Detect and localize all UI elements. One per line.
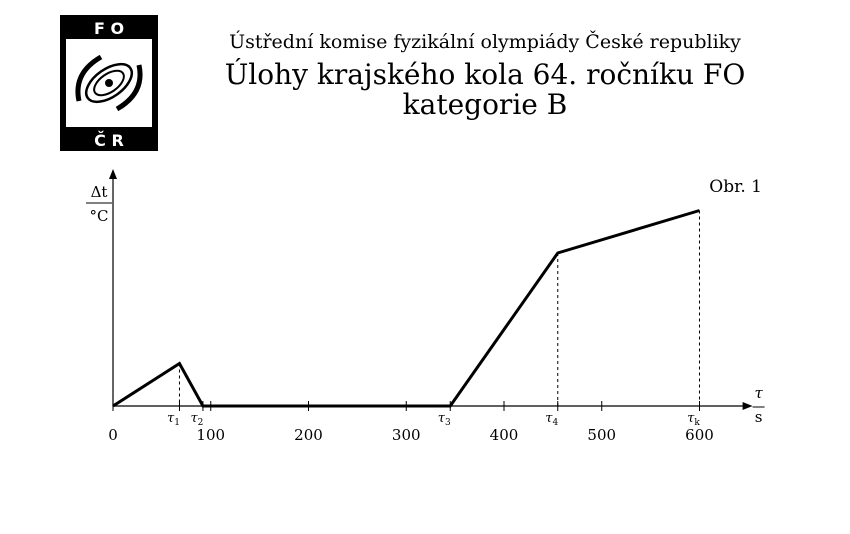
x-axis-label-denominator: s <box>755 408 763 426</box>
page-title: Úlohy krajského kola 64. ročníku FO <box>224 58 746 91</box>
x-marker-label: τ3 <box>438 411 451 428</box>
x-tick-label: 100 <box>196 426 225 444</box>
temperature-time-chart: 0 100 200 300 400 500 600 τ1 τ2 τ3 τ4 τk Δt °C τs Obr. … <box>86 169 765 444</box>
x-marker-label: τ2 <box>190 411 203 428</box>
x-marker-label: τ4 <box>545 411 558 428</box>
galaxy-icon <box>75 54 143 112</box>
x-tick-label: 0 <box>108 426 118 444</box>
y-axis-label-denominator: °C <box>90 207 109 225</box>
figure-label: Obr. 1 <box>709 177 762 197</box>
x-tick-label: 600 <box>685 426 714 444</box>
page-header: Ústřední komise fyzikální olympiády Česk… <box>170 30 800 120</box>
x-tick-label: 500 <box>587 426 616 444</box>
x-axis-arrow <box>742 402 753 410</box>
series-line <box>112 209 700 408</box>
fo-cr-logo: F O Č R <box>60 15 158 151</box>
y-axis-arrow <box>109 169 117 179</box>
y-axis-label-numerator: Δt <box>91 183 108 201</box>
x-tick-label: 200 <box>294 426 323 444</box>
x-tick-label: 300 <box>392 426 421 444</box>
x-axis-label-numerator: τ <box>754 384 763 402</box>
page-subtitle: kategorie B <box>402 88 568 121</box>
logo-bottom-text: Č R <box>94 131 124 150</box>
x-marker-label: τ1 <box>167 411 180 428</box>
x-marker-label: τk <box>687 411 700 428</box>
logo-top-text: F O <box>94 19 124 38</box>
committee-name: Ústřední komise fyzikální olympiády Česk… <box>229 31 741 53</box>
x-tick-label: 400 <box>490 426 519 444</box>
